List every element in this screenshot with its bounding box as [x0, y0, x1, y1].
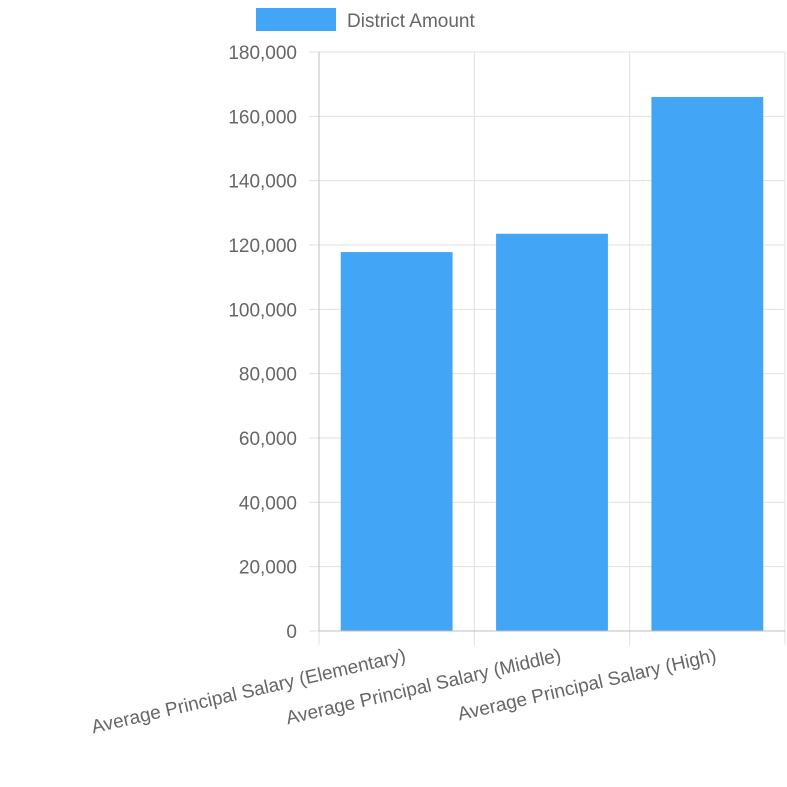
y-tick-label: 0	[286, 622, 297, 643]
x-tick-label: Average Principal Salary (Middle)	[284, 645, 563, 729]
y-tick-label: 180,000	[228, 43, 297, 64]
y-tick-label: 20,000	[239, 558, 297, 579]
legend-label: District Amount	[347, 11, 475, 32]
x-axis-tick-labels: Average Principal Salary (Elementary)Ave…	[90, 645, 719, 738]
y-tick-label: 100,000	[228, 300, 297, 321]
y-tick-label: 60,000	[239, 429, 297, 450]
legend-swatch	[256, 8, 336, 31]
axes	[318, 52, 785, 632]
y-axis-tick-labels: 0 20,000 40,000 60,000 80,000 100,000 120,000 1…	[228, 43, 297, 643]
y-tick-label: 140,000	[228, 172, 297, 193]
y-tick-label: 160,000	[228, 107, 297, 128]
bar[interactable]	[496, 233, 608, 631]
y-tick-label: 40,000	[239, 493, 297, 514]
bars	[340, 97, 764, 632]
legend[interactable]: District Amount	[256, 8, 475, 32]
y-tick-label: 120,000	[228, 236, 297, 257]
y-tick-label: 80,000	[239, 365, 297, 386]
x-tick-label: Average Principal Salary (High)	[456, 645, 719, 725]
bar[interactable]	[651, 97, 764, 632]
bar[interactable]	[340, 252, 453, 631]
